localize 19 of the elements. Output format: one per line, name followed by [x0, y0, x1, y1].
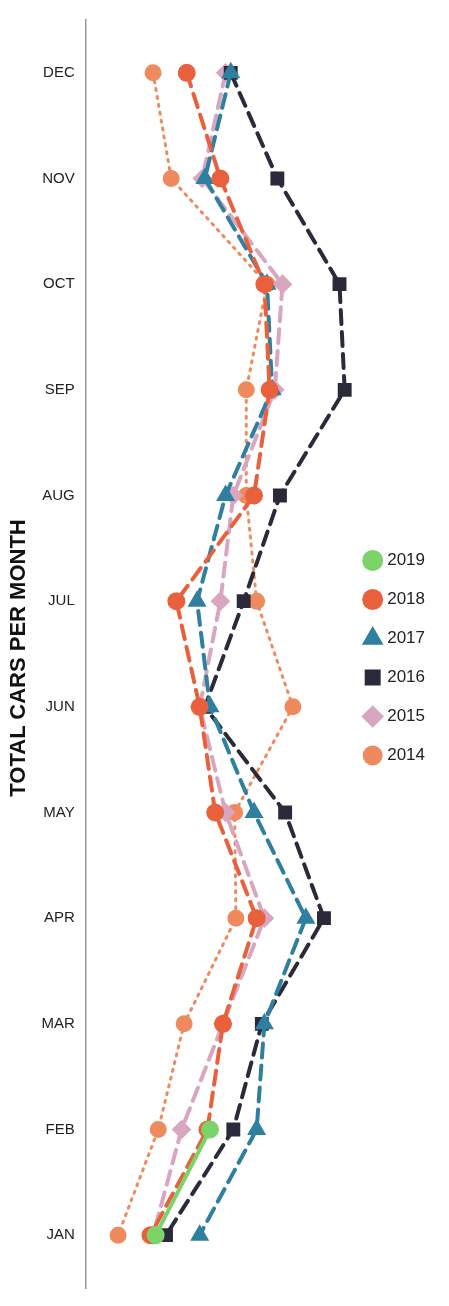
y-tick-label: AUG — [42, 485, 75, 503]
y-tick-label: OCT — [43, 274, 75, 292]
y-tick-label: DEC — [43, 62, 75, 80]
text: TOTAL CARS PER MONTH — [5, 519, 31, 797]
y-tick-label: JUN — [45, 696, 75, 714]
legend-label: 2017 — [387, 628, 426, 648]
y-tick-label: MAY — [43, 802, 75, 820]
y-tick-label: SEP — [44, 379, 75, 397]
y-tick-label: FEB — [45, 1119, 75, 1137]
y-tick-label: NOV — [42, 168, 75, 186]
y-tick-label: JAN — [46, 1225, 75, 1243]
legend-label: 2019 — [387, 550, 426, 570]
legend-label: 2014 — [387, 745, 426, 765]
legend-label: 2018 — [387, 589, 426, 609]
legend-label: 2015 — [387, 706, 426, 726]
y-tick-label: MAR — [41, 1013, 75, 1031]
y-tick-label: APR — [43, 908, 75, 926]
y-tick-label: JUL — [48, 591, 75, 609]
legend-label: 2016 — [387, 667, 426, 687]
